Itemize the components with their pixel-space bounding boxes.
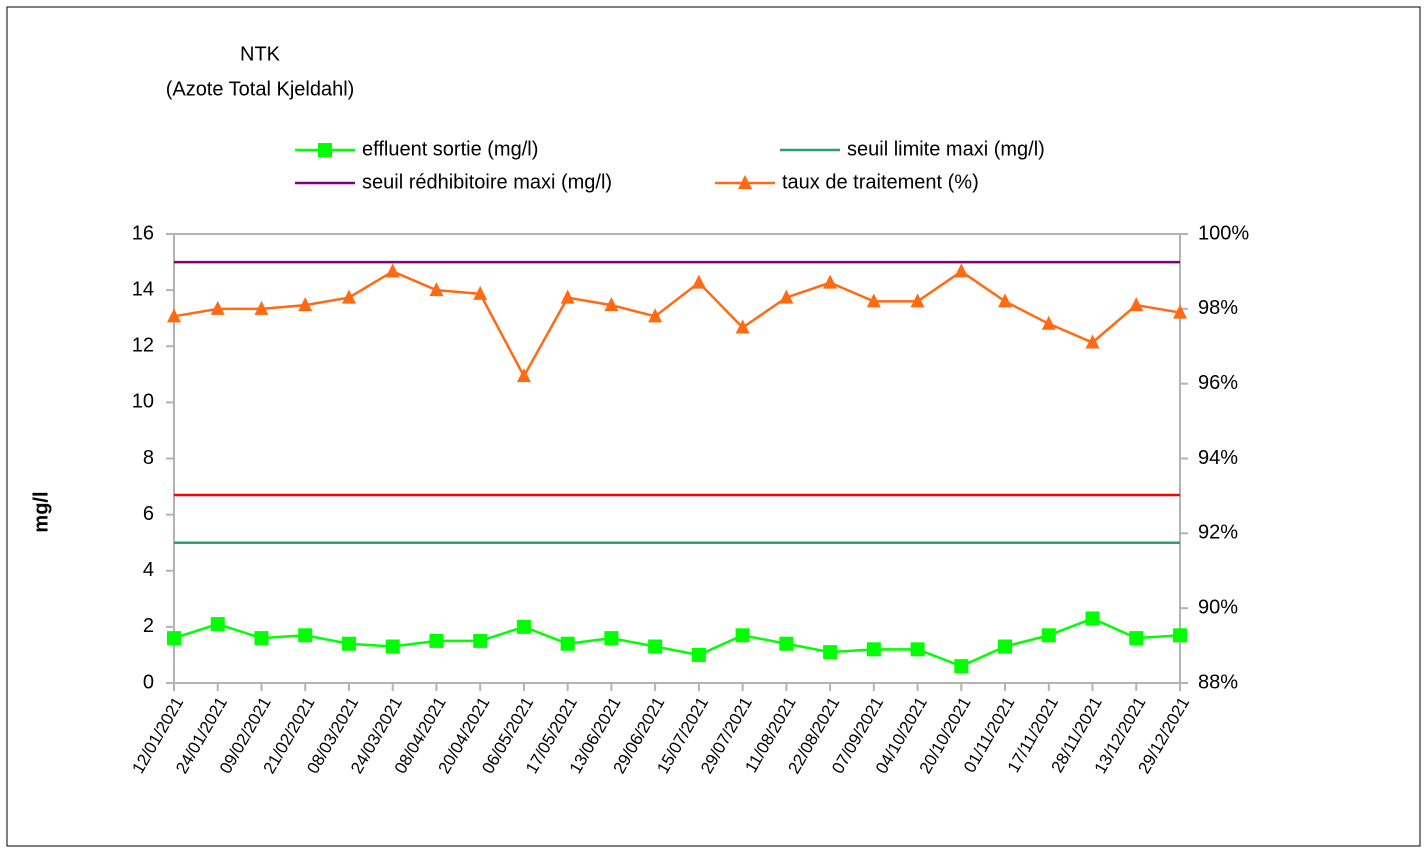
y-tick-label: 6	[143, 503, 154, 525]
legend-label: taux de traitement (%)	[782, 171, 979, 193]
data-point	[254, 631, 269, 646]
data-point	[910, 642, 925, 657]
data-point	[604, 297, 619, 312]
data-point	[998, 639, 1013, 654]
y2-tick-label: 88%	[1198, 671, 1238, 693]
page-border	[6, 6, 1421, 847]
data-point	[167, 308, 181, 323]
y-tick-label: 14	[132, 278, 154, 300]
data-point	[298, 297, 313, 312]
y-tick-label: 12	[132, 335, 154, 357]
y2-tick-label: 96%	[1198, 372, 1238, 394]
data-point	[910, 293, 925, 308]
data-point	[298, 628, 313, 643]
data-point	[691, 274, 706, 289]
data-point	[560, 289, 575, 304]
data-point	[385, 263, 400, 278]
data-point	[648, 308, 663, 323]
data-point	[516, 619, 531, 634]
data-point	[998, 293, 1013, 308]
y-tick-label: 8	[143, 447, 154, 469]
data-point	[341, 289, 356, 304]
series-line	[173, 617, 1181, 668]
legend-label: seuil rédhibitoire maxi (mg/l)	[362, 171, 612, 193]
data-point	[254, 300, 269, 315]
data-point	[1041, 628, 1056, 643]
data-point	[210, 617, 225, 632]
chart-subtitle: (Azote Total Kjeldahl)	[166, 78, 355, 100]
data-point	[954, 659, 969, 674]
legend-marker	[318, 143, 332, 157]
y-tick-label: 2	[143, 615, 154, 637]
data-point	[473, 285, 488, 300]
data-point	[1085, 334, 1100, 349]
data-point	[735, 628, 750, 643]
chart-title: NTK	[240, 43, 281, 65]
data-point	[1173, 304, 1187, 319]
data-point	[604, 631, 619, 646]
y-tick-label: 10	[132, 391, 154, 413]
series-line	[173, 269, 1181, 379]
data-point	[866, 642, 881, 657]
data-point	[735, 319, 750, 334]
data-point	[1173, 628, 1187, 643]
data-point	[823, 645, 838, 660]
y2-tick-label: 100%	[1198, 222, 1249, 244]
y2-tick-label: 92%	[1198, 522, 1238, 544]
y2-tick-label: 94%	[1198, 447, 1238, 469]
data-point	[779, 289, 794, 304]
data-point	[648, 639, 663, 654]
data-point	[429, 633, 444, 648]
y-tick-label: 0	[143, 671, 154, 693]
data-point	[473, 633, 488, 648]
data-point	[954, 263, 969, 278]
data-point	[1085, 611, 1100, 626]
legend-label: seuil limite maxi (mg/l)	[847, 138, 1045, 160]
y-axis-label: mg/l	[30, 491, 52, 532]
data-point	[823, 274, 838, 289]
data-point	[341, 636, 356, 651]
data-point	[385, 639, 400, 654]
data-point	[429, 282, 444, 297]
data-point	[691, 647, 706, 662]
data-point	[167, 631, 181, 646]
data-point	[1129, 297, 1144, 312]
data-point	[516, 368, 531, 383]
data-point	[560, 636, 575, 651]
data-point	[779, 636, 794, 651]
y2-tick-label: 98%	[1198, 297, 1238, 319]
y-tick-label: 16	[132, 222, 154, 244]
data-point	[866, 293, 881, 308]
legend-label: effluent sortie (mg/l)	[362, 138, 538, 160]
y-tick-label: 4	[143, 559, 154, 581]
data-point	[1041, 315, 1056, 330]
data-point	[1129, 631, 1144, 646]
y2-tick-label: 90%	[1198, 596, 1238, 618]
data-point	[210, 300, 225, 315]
legend-marker	[738, 175, 752, 189]
